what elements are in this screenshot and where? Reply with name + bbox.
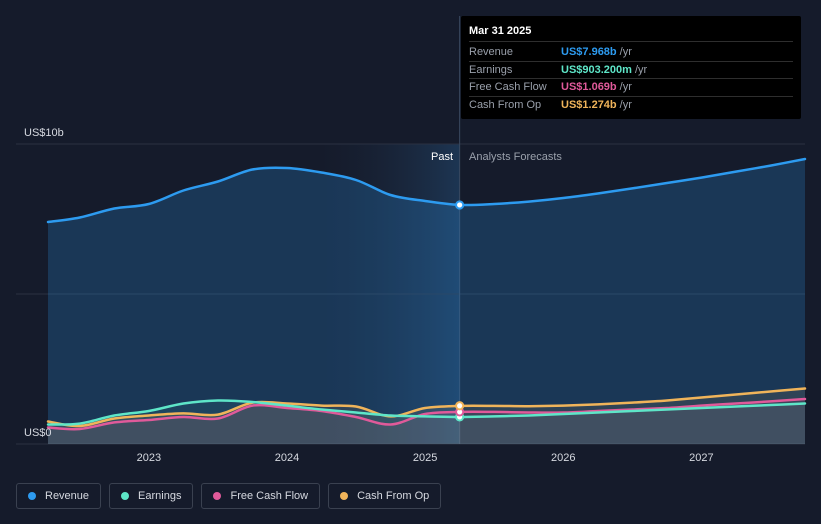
point-cash-from-op — [455, 401, 465, 411]
tooltip-row-free-cash-flow: Free Cash Flow US$1.069b /yr — [469, 79, 793, 97]
tooltip-unit: /yr — [619, 98, 632, 111]
tooltip-name: Revenue — [469, 46, 514, 59]
tooltip-value: US$7.968b — [561, 46, 617, 59]
legend-item-free-cash-flow[interactable]: Free Cash Flow — [201, 483, 321, 509]
tooltip-unit: /yr — [619, 46, 632, 59]
legend-item-earnings[interactable]: Earnings — [109, 483, 194, 509]
legend-label: Cash From Op — [357, 490, 430, 502]
legend-label: Earnings — [138, 490, 182, 502]
line-cash-from-op — [46, 387, 807, 428]
x-tick-label: 2024 — [275, 452, 299, 464]
line-revenue — [46, 157, 807, 224]
tooltip: Mar 31 2025 Revenue US$7.968b /yr Earnin… — [461, 16, 801, 119]
tooltip-value: US$1.274b — [561, 98, 617, 111]
area-revenue — [48, 159, 805, 444]
tooltip-row-revenue: Revenue US$7.968b /yr — [469, 44, 793, 62]
point-revenue — [455, 200, 465, 210]
legend-dot-icon — [213, 492, 222, 500]
legend-dot-icon — [28, 492, 36, 500]
x-tick-label: 2027 — [689, 452, 713, 464]
legend-label: Revenue — [45, 490, 90, 502]
tooltip-row-earnings: Earnings US$903.200m /yr — [469, 62, 793, 79]
tooltip-name: Earnings — [469, 63, 513, 76]
legend-dot-icon — [340, 492, 349, 500]
tooltip-value: US$1.069b — [561, 81, 617, 94]
legend-label: Free Cash Flow — [230, 490, 309, 502]
past-label: Past — [431, 151, 453, 163]
line-earnings — [46, 399, 807, 426]
tooltip-row-cash-from-op: Cash From Op US$1.274b /yr — [469, 97, 793, 114]
tooltip-unit: /yr — [634, 63, 648, 76]
x-tick-label: 2026 — [551, 452, 575, 464]
line-free-cash-flow — [46, 397, 807, 431]
legend-item-cash-from-op[interactable]: Cash From Op — [328, 483, 442, 509]
y-axis-bottom-label: US$0 — [24, 427, 52, 439]
forecast-label: Analysts Forecasts — [469, 151, 562, 163]
y-axis-top-label: US$10b — [24, 127, 64, 139]
tooltip-value: US$903.200m — [561, 63, 632, 76]
tooltip-unit: /yr — [619, 81, 632, 94]
x-tick-label: 2025 — [413, 452, 437, 464]
x-tick-label: 2023 — [137, 452, 161, 464]
legend-item-revenue[interactable]: Revenue — [16, 483, 102, 509]
legend-dot-icon — [121, 492, 130, 500]
tooltip-name: Free Cash Flow — [469, 81, 547, 94]
tooltip-date: Mar 31 2025 — [469, 24, 793, 42]
legend: Revenue Earnings Free Cash Flow Cash Fro… — [16, 483, 442, 509]
tooltip-name: Cash From Op — [469, 98, 542, 111]
